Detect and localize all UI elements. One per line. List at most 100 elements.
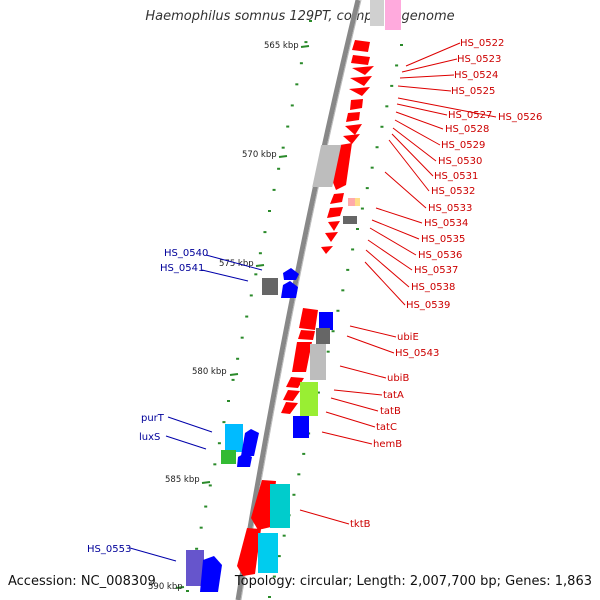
leader-line [369, 227, 417, 256]
track-dot [231, 378, 235, 381]
track-dot [351, 248, 355, 251]
track-dot [341, 289, 345, 292]
track-dot [199, 526, 203, 529]
track-dot [204, 505, 208, 508]
leader-line [205, 254, 263, 271]
leader-line [371, 219, 420, 240]
leader-line [384, 171, 427, 209]
label-HS_0531: HS_0531 [434, 171, 478, 182]
leader-line [388, 139, 430, 192]
track-dot [272, 575, 276, 578]
track-dot [258, 252, 262, 255]
track-dot [208, 484, 212, 487]
track-dot [272, 188, 276, 191]
label-HS_0553: HS_0553 [87, 544, 131, 555]
track-dot [268, 210, 271, 212]
ruler-tick-1: 565 kbp [264, 41, 310, 51]
track-dot [295, 83, 299, 86]
track-dot [236, 357, 240, 360]
label-HS_0532: HS_0532 [431, 186, 475, 197]
leader-line [349, 325, 397, 338]
track-dot [290, 104, 294, 107]
track-dot [316, 391, 320, 394]
leader-line [399, 74, 455, 79]
track-dot [213, 463, 217, 466]
label-luxS: luxS [139, 432, 160, 443]
label-tktB: tktB [350, 519, 371, 530]
leader-line [339, 365, 387, 379]
label-tatA: tatA [383, 390, 404, 401]
label-HS_0534: HS_0534 [424, 218, 468, 229]
leader-line [365, 249, 410, 288]
leader-line [392, 127, 437, 162]
leader-line [394, 119, 441, 146]
leader-line [395, 111, 444, 130]
track-dot [302, 452, 306, 455]
ruler-tick-5: 585 kbp [165, 475, 211, 485]
label-HS_0528: HS_0528 [445, 124, 489, 135]
track-dot [292, 493, 296, 496]
track-dot [390, 84, 394, 87]
label-HS_0533: HS_0533 [428, 203, 472, 214]
track-dot [245, 315, 249, 318]
track-dot [249, 294, 253, 297]
track-dot [227, 400, 230, 402]
leader-line [201, 269, 249, 282]
label-HS_0535: HS_0535 [421, 234, 465, 245]
track-dot [286, 125, 290, 128]
svg-text:575 kbp: 575 kbp [219, 259, 254, 269]
track-dot [395, 64, 399, 67]
track-dot [277, 167, 281, 170]
track-dot [186, 590, 189, 592]
label-HS_0529: HS_0529 [441, 140, 485, 151]
track-dot [400, 44, 403, 46]
leader-line [299, 509, 350, 525]
leader-line [391, 133, 434, 177]
label-HS_0536: HS_0536 [418, 250, 462, 261]
leader-line [325, 411, 376, 428]
label-HS_0522: HS_0522 [460, 38, 504, 49]
ruler-tick-6: 590 kbp [148, 582, 185, 592]
svg-text:565 kbp: 565 kbp [264, 41, 299, 51]
track-dot [375, 146, 379, 149]
label-ubiB: ubiB [387, 373, 409, 384]
leader-line [321, 431, 373, 445]
leader-line [364, 261, 406, 306]
leader-line [397, 85, 452, 92]
leader-line [165, 435, 207, 450]
track-dot [365, 187, 369, 190]
label-HS_0541: HS_0541 [160, 263, 204, 274]
leader-line [346, 335, 395, 354]
track-dot [222, 421, 226, 424]
label-HS_0537: HS_0537 [414, 265, 458, 276]
track-dot [326, 350, 330, 353]
track-dot [195, 547, 199, 550]
topology-text: Topology: circular; Length: 2,007,700 bp… [234, 574, 592, 589]
track-dot [254, 273, 258, 276]
track-dot [263, 231, 267, 234]
ruler-tick-4: 580 kbp [192, 367, 239, 377]
svg-text:580 kbp: 580 kbp [192, 367, 227, 377]
label-HS_0539: HS_0539 [406, 300, 450, 311]
right-labels: HS_0522 HS_0523 HS_0524 HS_0525 HS_0526 … [350, 38, 542, 530]
track-dot [356, 228, 359, 230]
label-HS_0543: HS_0543 [395, 348, 439, 359]
svg-text:590 kbp: 590 kbp [148, 582, 183, 592]
track-dot [268, 596, 271, 598]
leader-line [333, 389, 383, 396]
ruler-tick-2: 570 kbp [242, 150, 288, 160]
label-hemB: hemB [373, 439, 402, 450]
track-dot [299, 62, 303, 65]
leader-line [330, 397, 379, 412]
svg-text:585 kbp: 585 kbp [165, 475, 200, 485]
gene-blocks [186, 0, 401, 592]
left-labels: HS_0540 HS_0541 purT luxS HS_0553 [87, 248, 208, 555]
label-tatB: tatB [380, 406, 401, 417]
track-dot [380, 125, 384, 128]
label-ubiE: ubiE [397, 332, 419, 343]
track-dot [282, 534, 286, 537]
label-HS_0527: HS_0527 [448, 110, 492, 121]
label-HS_0526: HS_0526 [498, 112, 542, 123]
track-dot [297, 473, 301, 476]
